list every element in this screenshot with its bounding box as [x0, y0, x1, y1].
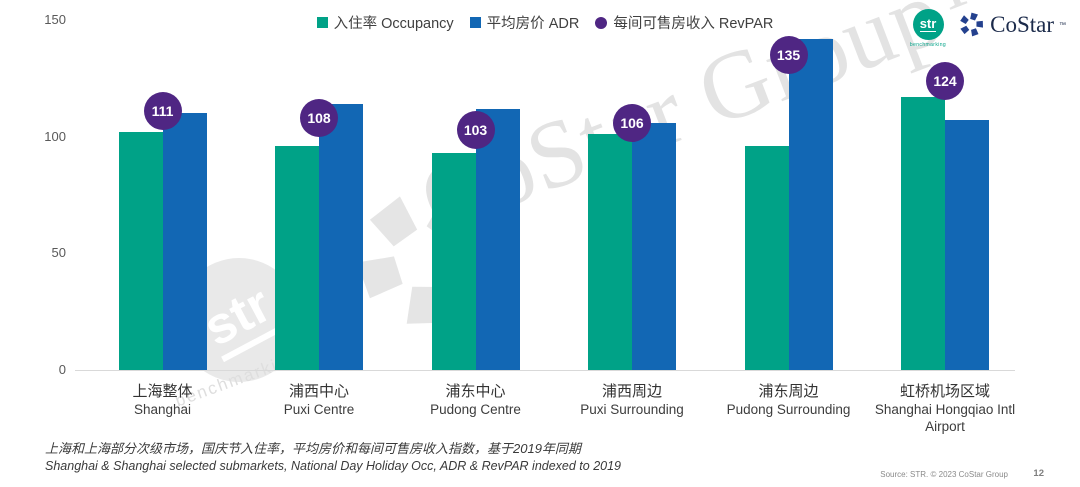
occupancy-bar — [275, 146, 319, 370]
legend-label: 入住率 Occupancy — [333, 16, 454, 32]
occupancy-bar — [588, 134, 632, 370]
category-label: 上海整体 Shanghai — [76, 382, 250, 419]
str-logo-text: str — [919, 16, 937, 32]
legend-item: 入住率 Occupancy — [316, 12, 454, 33]
legend-item: 平均房价 ADR — [469, 12, 580, 33]
category-label: 浦东周边 Pudong Surrounding — [702, 382, 876, 419]
category-label-english: Pudong Centre — [430, 402, 521, 418]
occupancy-bar — [744, 146, 789, 370]
chart-caption: 上海和上海部分次级市场，国庆节入住率，平均房价和每间可售房收入指数，基于2019… — [45, 441, 621, 474]
category-label: 虹桥机场区域 Shanghai Hongqiao Intl Airport — [858, 382, 1032, 436]
chart-legend: 入住率 Occupancy 平均房价 ADR 每间可售房收入 RevPAR — [75, 12, 1015, 33]
costar-logo: CoStar ™ — [958, 11, 1066, 38]
category-label-chinese: 上海整体 — [132, 383, 193, 400]
category-label-english: Pudong Surrounding — [726, 402, 851, 418]
revpar-marker: 135 — [769, 36, 808, 74]
str-logo-subtext: benchmarking — [909, 42, 947, 48]
legend-item: 每间可售房收入 RevPAR — [595, 12, 773, 33]
legend-label: 平均房价 ADR — [486, 16, 580, 32]
caption-chinese: 上海和上海部分次级市场，国庆节入住率，平均房价和每间可售房收入指数，基于2019… — [45, 441, 581, 456]
plot-area: 111 108 103 106 135 124 — [75, 20, 1015, 371]
adr-bar — [319, 104, 363, 370]
category-label-chinese: 浦西中心 — [288, 383, 349, 400]
y-axis-tick: 100 — [44, 128, 66, 144]
str-logo: str benchmarking — [910, 9, 946, 48]
category-label-english: Shanghai Hongqiao Intl Airport — [874, 402, 1016, 435]
adr-bar — [162, 113, 207, 370]
source-note: Source: STR. © 2023 CoStar Group — [880, 470, 1008, 479]
revpar-marker: 124 — [926, 61, 964, 100]
occupancy-bar — [118, 132, 163, 370]
costar-trademark: ™ — [1059, 22, 1066, 29]
occupancy-bar — [901, 97, 945, 370]
category-label-chinese: 虹桥机场区域 — [899, 383, 990, 400]
legend-circle-marker-icon — [595, 16, 608, 29]
caption-english: Shanghai & Shanghai selected submarkets,… — [45, 458, 622, 473]
y-axis-tick: 50 — [51, 245, 66, 261]
y-axis-tick: 150 — [44, 12, 66, 27]
revpar-marker: 106 — [613, 103, 651, 142]
legend-square-marker-icon — [469, 17, 481, 28]
category-label-english: Puxi Surrounding — [580, 402, 684, 418]
brand-logos: str benchmarking CoStar ™ — [910, 9, 1066, 48]
category-label-chinese: 浦西周边 — [601, 383, 662, 400]
y-axis-tick: 0 — [58, 362, 66, 377]
adr-bar — [475, 108, 520, 370]
revpar-marker: 108 — [300, 99, 338, 137]
legend-square-marker-icon — [316, 17, 328, 28]
category-label-chinese: 浦东中心 — [445, 383, 506, 400]
occupancy-bar — [431, 153, 476, 370]
category-label-chinese: 浦东周边 — [758, 383, 819, 400]
adr-bar — [945, 120, 989, 370]
legend-label: 每间可售房收入 RevPAR — [613, 16, 774, 32]
costar-logo-text: CoStar — [990, 12, 1054, 37]
page-number: 12 — [1033, 468, 1044, 479]
costar-pinwheel-icon — [960, 12, 984, 37]
x-axis-labels: 上海整体 Shanghai 浦西中心 Puxi Centre 浦东中心 Pudong Ce… — [75, 382, 1015, 440]
category-label-english: Puxi Centre — [283, 402, 355, 418]
adr-bar — [632, 122, 676, 370]
revpar-marker: 111 — [143, 92, 182, 130]
adr-bar — [788, 38, 833, 370]
revpar-marker: 103 — [456, 110, 495, 149]
category-label-english: Shanghai — [133, 402, 192, 418]
category-label: 浦东中心 Pudong Centre — [389, 382, 563, 419]
category-label: 浦西周边 Puxi Surrounding — [545, 382, 719, 419]
category-label: 浦西中心 Puxi Centre — [232, 382, 406, 419]
str-logo-circle: str — [912, 9, 944, 40]
